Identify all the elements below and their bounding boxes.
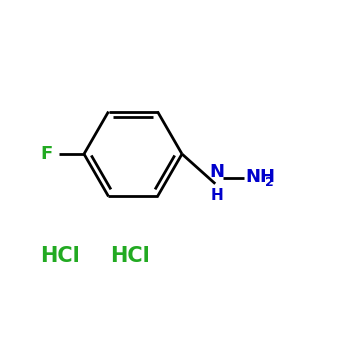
- Text: F: F: [40, 145, 52, 163]
- Text: HCl: HCl: [40, 245, 79, 266]
- Text: 2: 2: [265, 175, 274, 189]
- Text: N: N: [210, 163, 224, 181]
- Text: H: H: [211, 188, 223, 203]
- Text: NH: NH: [245, 168, 275, 187]
- Text: HCl: HCl: [110, 245, 149, 266]
